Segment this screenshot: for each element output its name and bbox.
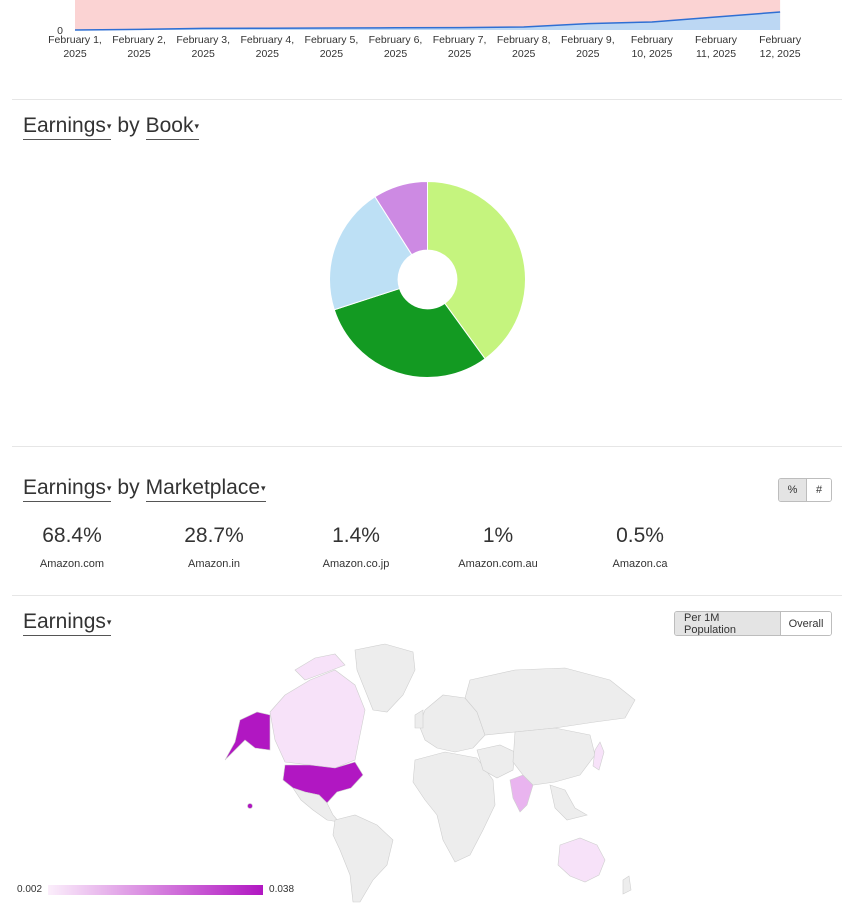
legend-max: 0.038 (269, 884, 295, 895)
marketplace-percent: 68.4% (42, 524, 102, 547)
section-divider (12, 595, 842, 596)
map-legend: 0.002 0.038 (17, 884, 294, 895)
earnings-by-book-pie (329, 180, 526, 378)
region-hawaii[interactable] (247, 803, 253, 809)
marketplace-stat: 68.4% Amazon.com (12, 524, 132, 570)
x-axis-tick-label: February 8, 2025 (497, 34, 551, 60)
dimension-dropdown[interactable]: Marketplace▾ (145, 476, 266, 502)
region-middle-east[interactable] (476, 744, 516, 779)
region-southeast-asia[interactable] (549, 784, 588, 821)
region-europe[interactable] (418, 694, 486, 753)
region-mexico[interactable] (292, 787, 340, 823)
pie-slice[interactable] (374, 180, 428, 256)
series-line (74, 11, 781, 31)
x-axis-tick-label: February 3, 2025 (176, 34, 230, 60)
x-axis-tick-label: February 7, 2025 (433, 34, 487, 60)
marketplace-percent: 28.7% (184, 524, 244, 547)
earnings-timeline-chart: 0 February 1, 2025 February 2, 2025 February… (0, 0, 848, 60)
legend-min: 0.002 (17, 884, 43, 895)
region-new-zealand[interactable] (622, 875, 632, 895)
book-section-title: Earnings▾ by Book▾ (23, 114, 200, 140)
x-axis-tick-label: February 1, 2025 (48, 34, 102, 60)
metric-dropdown[interactable]: Earnings▾ (23, 610, 112, 636)
value-mode-toggle: % # (778, 478, 832, 502)
marketplace-percent: 1% (482, 524, 514, 547)
x-axis-tick-label: February 9, 2025 (561, 34, 615, 60)
x-axis-tick-label: February 4, 2025 (240, 34, 294, 60)
legend-gradient (48, 884, 264, 895)
region-greenland[interactable] (354, 643, 416, 713)
marketplace-stat: 0.5% Amazon.ca (580, 524, 700, 570)
x-axis-tick-label: February 2, 2025 (112, 34, 166, 60)
x-axis-tick-label: February 12, 2025 (759, 34, 802, 60)
metric-dropdown[interactable]: Earnings▾ (23, 114, 112, 140)
marketplace-name: Amazon.in (188, 558, 240, 570)
region-uk[interactable] (414, 709, 424, 729)
metric-dropdown[interactable]: Earnings▾ (23, 476, 112, 502)
world-earnings-map (224, 643, 636, 903)
region-africa[interactable] (412, 751, 496, 863)
marketplace-name: Amazon.com (39, 558, 105, 570)
region-united-states[interactable] (282, 761, 364, 804)
region-australia[interactable] (557, 837, 606, 883)
chevron-down-icon: ▾ (106, 120, 112, 131)
x-axis-tick-label: February 10, 2025 (631, 34, 674, 60)
percent-button[interactable]: % (779, 479, 806, 501)
map-section-title: Earnings▾ (23, 610, 112, 636)
chevron-down-icon: ▾ (106, 482, 112, 493)
dimension-dropdown[interactable]: Book▾ (145, 114, 200, 140)
chevron-down-icon: ▾ (106, 616, 112, 627)
marketplace-stat: 1% Amazon.com.au (438, 524, 558, 570)
chevron-down-icon: ▾ (261, 482, 266, 493)
by-label: by (117, 476, 140, 499)
pie-slice[interactable] (333, 287, 486, 378)
count-button[interactable]: # (806, 479, 831, 501)
x-axis-tick-label: February 6, 2025 (369, 34, 423, 60)
marketplace-stat: 1.4% Amazon.co.jp (296, 524, 416, 570)
x-axis-tick-label: February 5, 2025 (305, 34, 359, 60)
marketplace-percent: 0.5% (616, 524, 664, 547)
region-canada-islands[interactable] (294, 653, 346, 681)
marketplace-name: Amazon.co.jp (322, 558, 390, 570)
chevron-down-icon: ▾ (194, 120, 200, 131)
by-label: by (117, 114, 140, 137)
marketplace-name: Amazon.com.au (458, 558, 538, 570)
section-divider (12, 99, 842, 100)
section-divider (12, 446, 842, 447)
per-population-button[interactable]: Per 1M Population (675, 612, 780, 635)
region-canada[interactable] (269, 669, 366, 769)
region-south-america[interactable] (332, 814, 394, 903)
pie-slice[interactable] (329, 196, 413, 311)
x-axis-tick-label: February 11, 2025 (695, 34, 738, 60)
pie-slice[interactable] (427, 180, 526, 360)
marketplace-section-title: Earnings▾ by Marketplace▾ (23, 476, 266, 502)
overall-button[interactable]: Overall (780, 612, 831, 635)
y-axis-tick-zero: 0 (57, 25, 63, 37)
region-china[interactable] (512, 727, 596, 786)
region-alaska[interactable] (224, 711, 271, 761)
marketplace-stat: 28.7% Amazon.in (154, 524, 274, 570)
marketplace-percent: 1.4% (332, 524, 380, 547)
region-japan[interactable] (592, 741, 605, 771)
series-area-lower (75, 12, 781, 30)
region-russia[interactable] (464, 667, 636, 736)
map-scale-toggle: Per 1M Population Overall (674, 611, 832, 636)
marketplace-name: Amazon.ca (612, 558, 668, 570)
